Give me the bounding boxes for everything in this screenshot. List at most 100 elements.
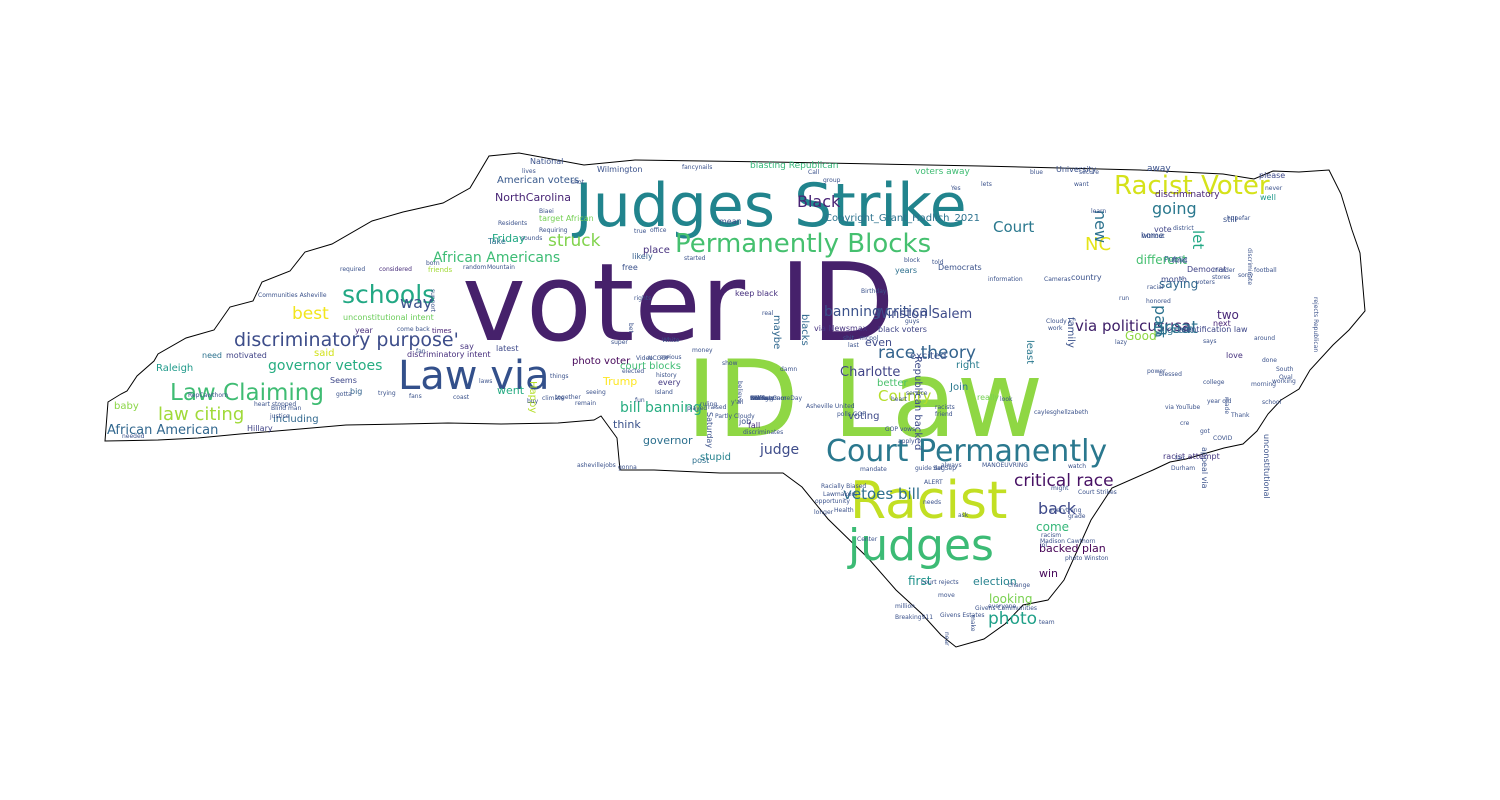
- cloud-word: baby: [114, 401, 139, 412]
- cloud-word: Join: [949, 382, 968, 393]
- cloud-word: Thank: [1230, 412, 1250, 419]
- cloud-word: win: [1039, 567, 1058, 580]
- cloud-word: Cloudy F: [1046, 318, 1073, 325]
- cloud-word: mcpol: [860, 335, 879, 342]
- cloud-word: Seems: [330, 376, 357, 385]
- cloud-word: without: [1142, 233, 1165, 240]
- cloud-word: fair: [1175, 455, 1185, 462]
- cloud-word: rejects Republican: [1312, 297, 1319, 352]
- cloud-word: watch: [1068, 463, 1086, 470]
- cloud-word: election: [973, 575, 1017, 588]
- cloud-word: went: [497, 384, 525, 397]
- cloud-word: via YouTube: [1165, 404, 1201, 411]
- cloud-word: next: [1213, 319, 1231, 328]
- cloud-word: said: [314, 348, 334, 359]
- cloud-word: heart stopped: [254, 401, 296, 408]
- cloud-word: Winston Salem: [875, 307, 972, 322]
- cloud-word: Durham: [1171, 465, 1195, 472]
- cloud-word: racist attempt: [1163, 452, 1220, 461]
- cloud-word: considered: [379, 266, 412, 273]
- cloud-word: race theory: [878, 343, 976, 363]
- cloud-word: started: [684, 255, 706, 262]
- cloud-word: African American: [107, 423, 218, 438]
- cloud-word: blue: [1030, 169, 1043, 176]
- cloud-word: South: [1276, 366, 1294, 373]
- cloud-word: remain: [575, 400, 596, 407]
- cloud-word: near: [943, 632, 950, 646]
- cloud-word: Cameras: [1044, 276, 1071, 283]
- cloud-word: voter ID: [462, 241, 895, 366]
- cloud-word: maybe: [771, 315, 782, 349]
- cloud-word: mandate: [860, 466, 887, 473]
- cloud-word: born: [426, 260, 440, 267]
- cloud-word: Call: [808, 169, 820, 176]
- cloud-word: unconstitutional: [1262, 434, 1271, 499]
- cloud-word: least: [1024, 340, 1035, 364]
- cloud-word: gotta: [336, 391, 352, 398]
- cloud-word: lol: [1040, 542, 1047, 549]
- cloud-word: Health: [834, 507, 854, 514]
- cloud-word: told: [932, 259, 944, 266]
- cloud-word: Givens Communities: [975, 605, 1037, 612]
- cloud-word: got: [1200, 428, 1210, 435]
- cloud-word: want: [1074, 181, 1089, 188]
- cloud-word: critical race: [1014, 471, 1114, 491]
- cloud-word: work: [1048, 325, 1063, 332]
- cloud-word: University: [1056, 165, 1097, 174]
- cloud-word: country: [1071, 273, 1102, 282]
- cloud-word: latest: [496, 344, 519, 353]
- cloud-word: football: [1254, 267, 1277, 274]
- cloud-word: required: [340, 266, 365, 273]
- cloud-word: governor: [643, 434, 693, 447]
- cloud-word: real: [762, 310, 774, 317]
- cloud-word: Law Claiming: [170, 380, 324, 406]
- cloud-word: murder: [1213, 267, 1236, 274]
- cloud-word: photo Winston: [1065, 555, 1109, 562]
- cloud-word: appeal via: [1200, 447, 1209, 489]
- cloud-word: Good: [1125, 329, 1157, 343]
- cloud-word: district: [1173, 225, 1194, 232]
- cloud-word: Yes: [950, 185, 961, 192]
- cloud-word: years: [895, 266, 917, 275]
- cloud-word: power: [1147, 368, 1166, 375]
- cloud-word: even: [865, 336, 892, 349]
- cloud-word: trying: [378, 390, 396, 397]
- cloud-word: morning: [1251, 381, 1276, 388]
- cloud-word: need: [202, 351, 222, 360]
- cloud-word: Madison Cawthorn: [1040, 538, 1096, 545]
- cloud-word: new: [1091, 210, 1110, 243]
- cloud-word: ruling: [700, 401, 717, 408]
- cloud-word: American voters: [497, 175, 579, 186]
- cloud-word: Communities Asheville: [258, 292, 327, 299]
- cloud-word: photo: [988, 609, 1037, 629]
- cloud-word: hope: [1227, 215, 1242, 222]
- cloud-word: going: [1152, 199, 1197, 218]
- cloud-word: opportunity: [815, 498, 850, 505]
- cloud-word: heart: [891, 396, 908, 403]
- cloud-word: photo voter: [572, 356, 631, 367]
- cloud-word: racism: [1041, 532, 1061, 539]
- cloud-word: longer: [814, 509, 834, 516]
- cloud-word: two: [1217, 308, 1239, 322]
- cloud-word: backed plan: [1039, 542, 1106, 555]
- cloud-word: right: [956, 360, 980, 371]
- cloud-word: raised: [708, 404, 727, 411]
- cloud-word: Partly Cloudy: [715, 413, 755, 420]
- cloud-word: Court Permanently: [826, 434, 1107, 469]
- cloud-word: friend: [935, 411, 953, 418]
- cloud-word: college: [1203, 379, 1225, 386]
- cloud-word: needs: [923, 499, 941, 506]
- cloud-word: court rejects: [921, 579, 959, 586]
- cloud-word: might: [1051, 485, 1069, 492]
- cloud-word: justice: [269, 413, 290, 420]
- cloud-word: last: [848, 342, 859, 349]
- cloud-word: governor vetoes: [268, 358, 382, 374]
- cloud-word: things: [550, 373, 569, 380]
- cloud-word: discriminatory: [1155, 190, 1220, 200]
- cloud-word: working: [1272, 378, 1296, 385]
- cloud-word: stores: [1212, 274, 1230, 281]
- cloud-word: super: [611, 339, 628, 346]
- cloud-word: secure: [1079, 169, 1099, 176]
- cloud-word: fans: [409, 393, 422, 400]
- cloud-word: Sat Sep: [750, 395, 773, 402]
